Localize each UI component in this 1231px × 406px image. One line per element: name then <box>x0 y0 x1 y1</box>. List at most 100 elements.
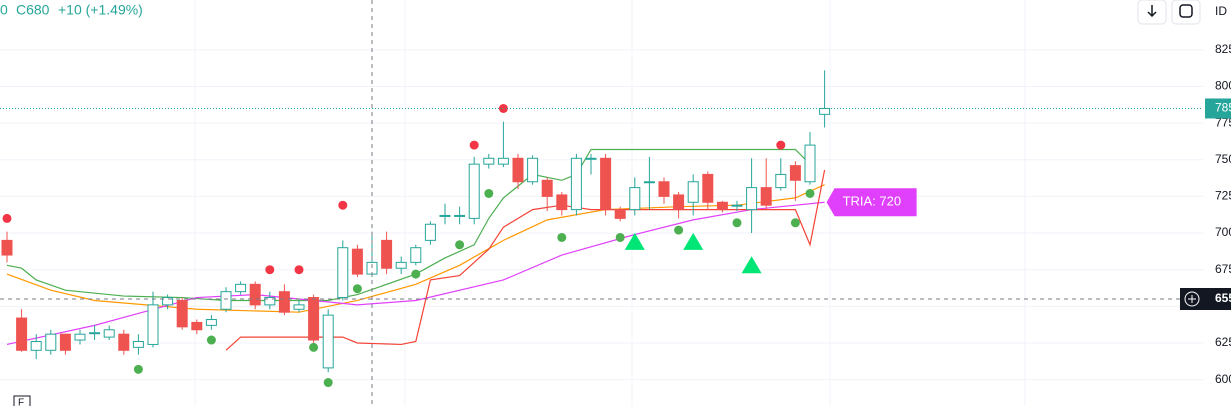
buy-dots <box>133 364 143 374</box>
candle-body <box>731 204 743 207</box>
candle-body <box>658 181 670 197</box>
candle-body <box>1 239 13 256</box>
sell-dots <box>469 140 479 150</box>
candle-body <box>512 157 524 183</box>
crosshair-label: 655 <box>1215 291 1231 305</box>
last-price-tag <box>1205 98 1231 119</box>
candle-body <box>468 163 480 219</box>
candle-body <box>381 239 393 269</box>
buy-dots <box>557 232 567 242</box>
buy-dots <box>206 335 216 345</box>
candle-body <box>585 157 597 160</box>
header-change: +10 (+1.49%) <box>58 2 143 18</box>
sell-dots <box>338 200 348 210</box>
y-tick-label: 725 <box>1215 189 1231 203</box>
y-tick-label: 675 <box>1215 262 1231 276</box>
candle-body <box>249 283 261 306</box>
candle-body <box>191 321 203 331</box>
y-tick-label: 600 <box>1215 372 1231 386</box>
candle-body <box>147 304 159 345</box>
annotation-text: TRIA: 720 <box>843 194 902 209</box>
candle-body <box>789 165 801 181</box>
candle-body <box>132 341 144 348</box>
y-tick-label: 825 <box>1215 42 1231 56</box>
pane-box <box>13 395 31 406</box>
buy-dots <box>805 188 815 198</box>
add-button[interactable] <box>1184 291 1200 307</box>
candle-body <box>497 157 509 165</box>
buy-dots <box>455 240 465 250</box>
y-tick-label: 800 <box>1215 79 1231 93</box>
header-prefix: 0 <box>0 2 8 18</box>
sell-dots <box>294 265 304 275</box>
candle-body <box>322 314 334 369</box>
candle-body <box>716 201 728 211</box>
candle-body <box>424 223 436 241</box>
candle-body <box>454 214 466 217</box>
indicator-line <box>225 169 826 351</box>
header-close: C680 <box>16 2 50 18</box>
last-price-label: 785 <box>1215 101 1231 115</box>
crosshair-tag <box>1180 288 1231 311</box>
y-tick-label: 775 <box>1215 115 1231 129</box>
corner-label: ID <box>1215 4 1227 18</box>
candle-body <box>176 299 188 328</box>
candle-body <box>162 297 174 306</box>
candle-body <box>205 319 217 326</box>
y-tick-label: 625 <box>1215 335 1231 349</box>
buy-dots <box>352 284 362 294</box>
buy-dots <box>309 342 319 352</box>
candle-body <box>687 181 699 203</box>
buy-dots <box>323 378 333 388</box>
candle-body <box>103 329 115 338</box>
candle-body <box>629 187 641 211</box>
indicator-line <box>6 148 811 302</box>
candle-body <box>30 341 42 351</box>
candle-body <box>118 333 130 351</box>
buy-dots <box>790 218 800 228</box>
download-icon <box>1147 5 1157 18</box>
candle-body <box>775 173 787 189</box>
candle-body <box>74 333 86 341</box>
buy-dots <box>484 188 494 198</box>
plot-area <box>0 0 1203 406</box>
candle-body <box>264 297 276 306</box>
annotation-box <box>826 188 917 217</box>
candle-body <box>351 248 363 275</box>
candle-body <box>760 187 772 206</box>
candle-body <box>541 179 553 197</box>
candle-body <box>16 317 28 351</box>
candle-body <box>59 333 71 351</box>
candle-body <box>439 214 451 217</box>
candle-body <box>220 291 232 310</box>
sell-dots <box>776 140 786 150</box>
candle-body <box>804 144 816 183</box>
buy-dots <box>732 218 742 228</box>
candle-body <box>89 332 101 335</box>
candle-body <box>337 247 349 299</box>
sell-dots <box>265 265 275 275</box>
sell-dots <box>2 213 12 223</box>
buy-triangle <box>683 232 704 250</box>
candle-body <box>293 304 305 310</box>
candle-body <box>702 173 714 203</box>
candle-body <box>570 157 582 211</box>
candle-body <box>643 181 655 184</box>
candle-body <box>410 247 422 263</box>
buy-dots <box>411 269 421 279</box>
candle-body <box>600 157 612 211</box>
candle-body <box>278 291 290 313</box>
candle-body <box>556 194 568 211</box>
candle-body <box>45 333 57 351</box>
candle-body <box>673 194 685 211</box>
candle-body <box>483 157 495 165</box>
candle-body <box>235 283 247 293</box>
fullscreen-button[interactable] <box>1171 0 1201 25</box>
candle-body <box>308 297 320 341</box>
sell-dots <box>498 103 508 113</box>
y-tick-label: 700 <box>1215 225 1231 239</box>
buy-dots <box>674 225 684 235</box>
add-icon <box>1188 295 1196 304</box>
buy-dots <box>615 232 625 242</box>
